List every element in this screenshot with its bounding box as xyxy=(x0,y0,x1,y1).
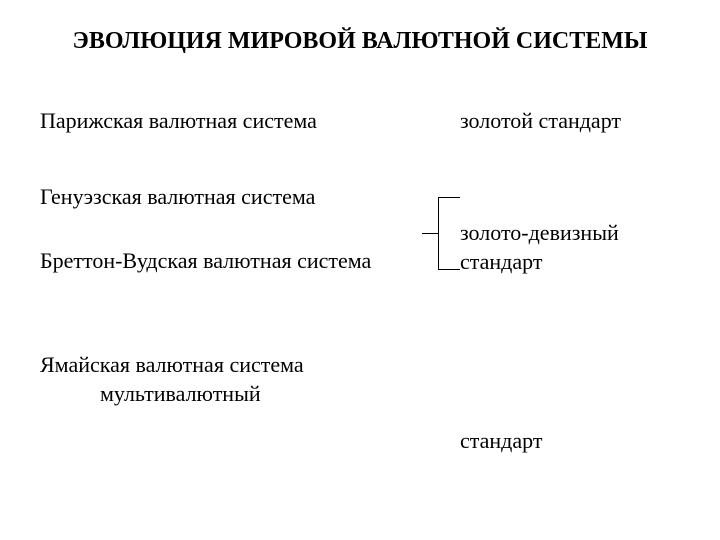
paris-system: Парижская валютная система xyxy=(40,107,317,136)
connector-bot-h xyxy=(438,269,460,270)
gold-standard: золотой стандарт xyxy=(460,107,621,136)
jamaica-line2: мультивалютный xyxy=(40,381,261,406)
slide: ЭВОЛЮЦИЯ МИРОВОЙ ВАЛЮТНОЙ СИСТЕМЫ Парижс… xyxy=(0,0,720,540)
gold-deviz-line1: золото-девизный xyxy=(460,220,619,245)
connector-mid-h xyxy=(422,233,438,234)
genoa-system: Генуэзская валютная система xyxy=(40,183,315,212)
gold-deviz-line2: стандарт xyxy=(460,249,542,274)
jamaica-system: Ямайская валютная система мультивалютный xyxy=(40,351,304,408)
gold-deviz-standard: золото-девизный стандарт xyxy=(460,219,619,276)
slide-title: ЭВОЛЮЦИЯ МИРОВОЙ ВАЛЮТНОЙ СИСТЕМЫ xyxy=(30,28,690,55)
standard-label: стандарт xyxy=(460,427,542,456)
jamaica-line1: Ямайская валютная система xyxy=(40,352,304,377)
content-area: Парижская валютная система золотой станд… xyxy=(30,97,690,517)
connector-top-h xyxy=(438,197,460,198)
bretton-woods-system: Бреттон-Вудская валютная система xyxy=(40,247,371,276)
connector-vertical xyxy=(438,197,439,269)
